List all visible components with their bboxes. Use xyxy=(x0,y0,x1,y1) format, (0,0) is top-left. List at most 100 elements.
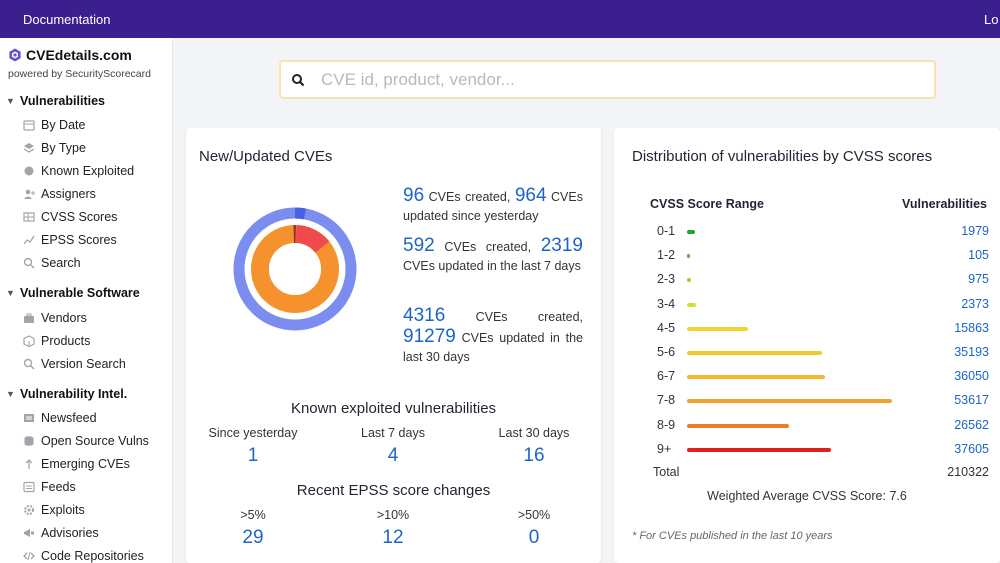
sidebar-item-emerging-cves[interactable]: Emerging CVEs xyxy=(22,457,130,471)
bug-icon xyxy=(22,165,35,178)
powered-by: powered by SecurityScorecard xyxy=(8,68,151,80)
sidebar-item-by-date[interactable]: By Date xyxy=(22,118,85,132)
updated-count[interactable]: 91279 xyxy=(403,326,456,347)
cvss-bar xyxy=(687,375,825,380)
cvss-count-link[interactable]: 36050 xyxy=(954,369,989,384)
database-icon xyxy=(22,435,35,448)
cvss-distribution-card: Distribution of vulnerabilities by CVSS … xyxy=(614,128,1000,563)
cvss-count-link[interactable]: 2373 xyxy=(961,296,989,311)
sidebar-item-label: Products xyxy=(41,334,91,348)
sidebar-item-newsfeed[interactable]: Newsfeed xyxy=(22,411,97,425)
section-vulnerabilities[interactable]: ▼ Vulnerabilities xyxy=(6,94,105,108)
sidebar-item-label: CVSS Scores xyxy=(41,210,118,224)
sidebar-item-assigners[interactable]: Assigners xyxy=(22,187,96,201)
sidebar-item-version-search[interactable]: Version Search xyxy=(22,357,126,371)
cve-donut-chart[interactable] xyxy=(232,206,358,332)
chevron-down-icon: ▼ xyxy=(6,96,15,106)
section-label: Vulnerability Intel. xyxy=(20,387,128,401)
sidebar-item-cvss-scores[interactable]: CVSS Scores xyxy=(22,210,117,224)
cvss-count-link[interactable]: 1979 xyxy=(961,224,989,238)
epss-50pct[interactable]: 0 xyxy=(528,527,540,548)
cvss-bar xyxy=(687,447,831,452)
cvss-range-label: 4-5 xyxy=(657,320,676,335)
known-exploited-30-days[interactable]: 16 xyxy=(523,445,545,466)
section-label: Vulnerabilities xyxy=(20,94,105,108)
sidebar-item-epss-scores[interactable]: EPSS Scores xyxy=(22,233,117,247)
created-count[interactable]: 96 xyxy=(403,185,425,206)
sidebar-item-feeds[interactable]: Feeds xyxy=(22,480,76,494)
stat-text: CVEs updated since yesterday xyxy=(403,190,583,223)
documentation-link[interactable]: Documentation xyxy=(23,12,111,27)
cvss-count-link[interactable]: 37605 xyxy=(954,441,989,456)
sidebar-item-by-type[interactable]: By Type xyxy=(22,141,86,155)
updated-count[interactable]: 2319 xyxy=(540,235,583,256)
sidebar-item-label: By Type xyxy=(41,141,86,155)
chevron-down-icon: ▼ xyxy=(6,389,15,399)
updated-count[interactable]: 964 xyxy=(514,185,547,206)
section-label: Vulnerable Software xyxy=(20,286,140,300)
total-value: 210322 xyxy=(947,465,989,479)
created-count[interactable]: 592 xyxy=(403,235,435,256)
sidebar-item-vendors[interactable]: Vendors xyxy=(22,311,87,325)
cvss-count-link[interactable]: 35193 xyxy=(954,345,989,359)
box-icon xyxy=(22,335,35,348)
new-updated-cves-card: New/Updated CVEs 96 CVEs created, 964 CV… xyxy=(186,128,601,563)
sidebar-item-products[interactable]: Products xyxy=(22,334,90,348)
gear-icon xyxy=(22,504,35,517)
stat-text: CVEs updated in the last 7 days xyxy=(403,259,581,273)
sidebar-item-label: Search xyxy=(41,256,81,270)
cvss-count-link[interactable]: 15863 xyxy=(954,320,989,335)
sidebar-item-label: By Date xyxy=(41,118,86,132)
stat-text: CVEs created, xyxy=(444,240,532,254)
sidebar-item-advisories[interactable]: Advisories xyxy=(22,526,99,540)
col-label: >5% xyxy=(240,508,266,522)
login-link[interactable]: Lo xyxy=(984,12,999,27)
known-exploited-yesterday[interactable]: 1 xyxy=(247,445,259,466)
brand[interactable]: CVEdetails.com xyxy=(8,47,132,63)
search-icon xyxy=(22,257,35,270)
code-icon xyxy=(22,550,35,563)
sidebar-item-label: Advisories xyxy=(41,526,99,540)
col-label: >50% xyxy=(517,508,551,522)
created-count[interactable]: 4316 xyxy=(403,305,446,326)
sidebar: CVEdetails.com powered by SecurityScorec… xyxy=(0,38,173,563)
cvss-range-label: 9+ xyxy=(657,441,672,456)
col-label: >10% xyxy=(376,508,410,522)
section-vulnerable-software[interactable]: ▼ Vulnerable Software xyxy=(6,286,140,300)
sidebar-item-label: Exploits xyxy=(41,503,85,517)
card-title: Distribution of vulnerabilities by CVSS … xyxy=(632,148,933,165)
arrow-up-icon xyxy=(22,458,35,471)
cvss-count-link[interactable]: 53617 xyxy=(954,393,989,408)
sidebar-item-search[interactable]: Search xyxy=(22,256,81,270)
epss-10pct[interactable]: 12 xyxy=(382,527,404,548)
cvss-bar xyxy=(687,351,822,355)
cvss-range-label: 7-8 xyxy=(657,393,676,408)
known-exploited-7-days[interactable]: 4 xyxy=(387,445,399,466)
sidebar-item-exploits[interactable]: Exploits xyxy=(22,503,85,517)
section-vulnerability-intel[interactable]: ▼ Vulnerability Intel. xyxy=(6,387,127,401)
sidebar-item-code-repositories[interactable]: Code Repositories xyxy=(22,549,144,563)
newspaper-icon xyxy=(22,412,35,425)
search-input[interactable] xyxy=(321,69,901,90)
stat-text: CVEs created, xyxy=(428,190,511,204)
sidebar-item-label: Known Exploited xyxy=(41,164,135,178)
cvss-range-label: 0-1 xyxy=(657,224,676,238)
cvss-count-link[interactable]: 105 xyxy=(968,248,989,263)
sidebar-item-known-exploited[interactable]: Known Exploited xyxy=(22,164,134,178)
cvss-bar xyxy=(687,423,789,428)
stat-since-yesterday: 96 CVEs created, 964 CVEs updated since … xyxy=(403,186,583,226)
search-box xyxy=(279,60,936,99)
sidebar-item-label: Newsfeed xyxy=(41,411,97,425)
col-label: Since yesterday xyxy=(208,426,298,440)
cvss-count-link[interactable]: 26562 xyxy=(954,417,989,432)
sidebar-item-open-source-vulns[interactable]: Open Source Vulns xyxy=(22,434,149,448)
cvss-range-label: 5-6 xyxy=(657,345,676,359)
search-icon xyxy=(22,358,35,371)
cvss-count-link[interactable]: 975 xyxy=(968,272,989,287)
epss-5pct[interactable]: 29 xyxy=(242,527,264,548)
col-header-range: CVSS Score Range xyxy=(650,197,764,211)
sidebar-item-label: Version Search xyxy=(41,357,126,371)
stat-text: CVEs created, xyxy=(475,310,583,324)
cvedetails-logo-icon xyxy=(9,48,21,62)
top-navbar: Documentation Lo xyxy=(0,0,1000,38)
